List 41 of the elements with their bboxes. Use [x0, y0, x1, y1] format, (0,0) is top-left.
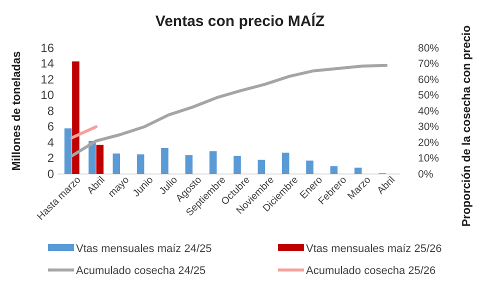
bar: [306, 160, 314, 174]
y2-tick-label: 60%: [418, 74, 440, 86]
y-tick-label: 2: [47, 151, 54, 166]
bar: [96, 144, 104, 174]
chart-title: Ventas con precio MAÍZ: [155, 12, 325, 30]
bar: [112, 154, 120, 174]
bar: [282, 152, 290, 174]
y-tick-label: 12: [40, 72, 54, 86]
y-axis-title: Millones de toneladas: [11, 51, 23, 171]
y-tick-label: 8: [47, 104, 54, 118]
y2-tick-label: 40%: [418, 105, 440, 118]
legend-label: Vtas mensuales maíz 25/26: [306, 243, 442, 255]
bar: [136, 154, 144, 174]
y-tick-label: 14: [40, 56, 54, 71]
y2-axis-title: Proporción de la cosecha con precio: [461, 25, 473, 227]
bar: [330, 166, 338, 174]
y2-tick-label: 30%: [418, 121, 440, 134]
line-series: [70, 64, 388, 158]
bar: [354, 168, 362, 174]
legend-label: Vtas mensuales maíz 24/25: [76, 243, 212, 255]
legend-label: Acumulado cosecha 25/26: [306, 265, 436, 277]
bar: [258, 160, 266, 174]
bar: [185, 155, 193, 174]
y2-tick-label: 0%: [418, 168, 434, 180]
bar: [209, 151, 217, 174]
y-tick-label: 4: [47, 135, 54, 150]
y-tick-label: 10: [40, 88, 54, 102]
y-tick-label: 6: [47, 120, 54, 134]
y2-tick-label: 80%: [418, 42, 440, 54]
bar: [72, 61, 80, 174]
bar: [234, 156, 241, 174]
y2-tick-label: 70%: [418, 58, 440, 70]
bar: [161, 148, 168, 174]
y-tick-label: 16: [40, 40, 54, 55]
bar: [88, 140, 96, 174]
y-tick-label: 0: [47, 166, 54, 181]
y2-tick-label: 20%: [418, 136, 440, 149]
legend-label: Acumulado cosecha 24/25: [76, 265, 206, 277]
y2-tick-label: 10%: [418, 152, 440, 165]
y2-tick-label: 50%: [418, 90, 440, 102]
bar: [64, 128, 72, 174]
